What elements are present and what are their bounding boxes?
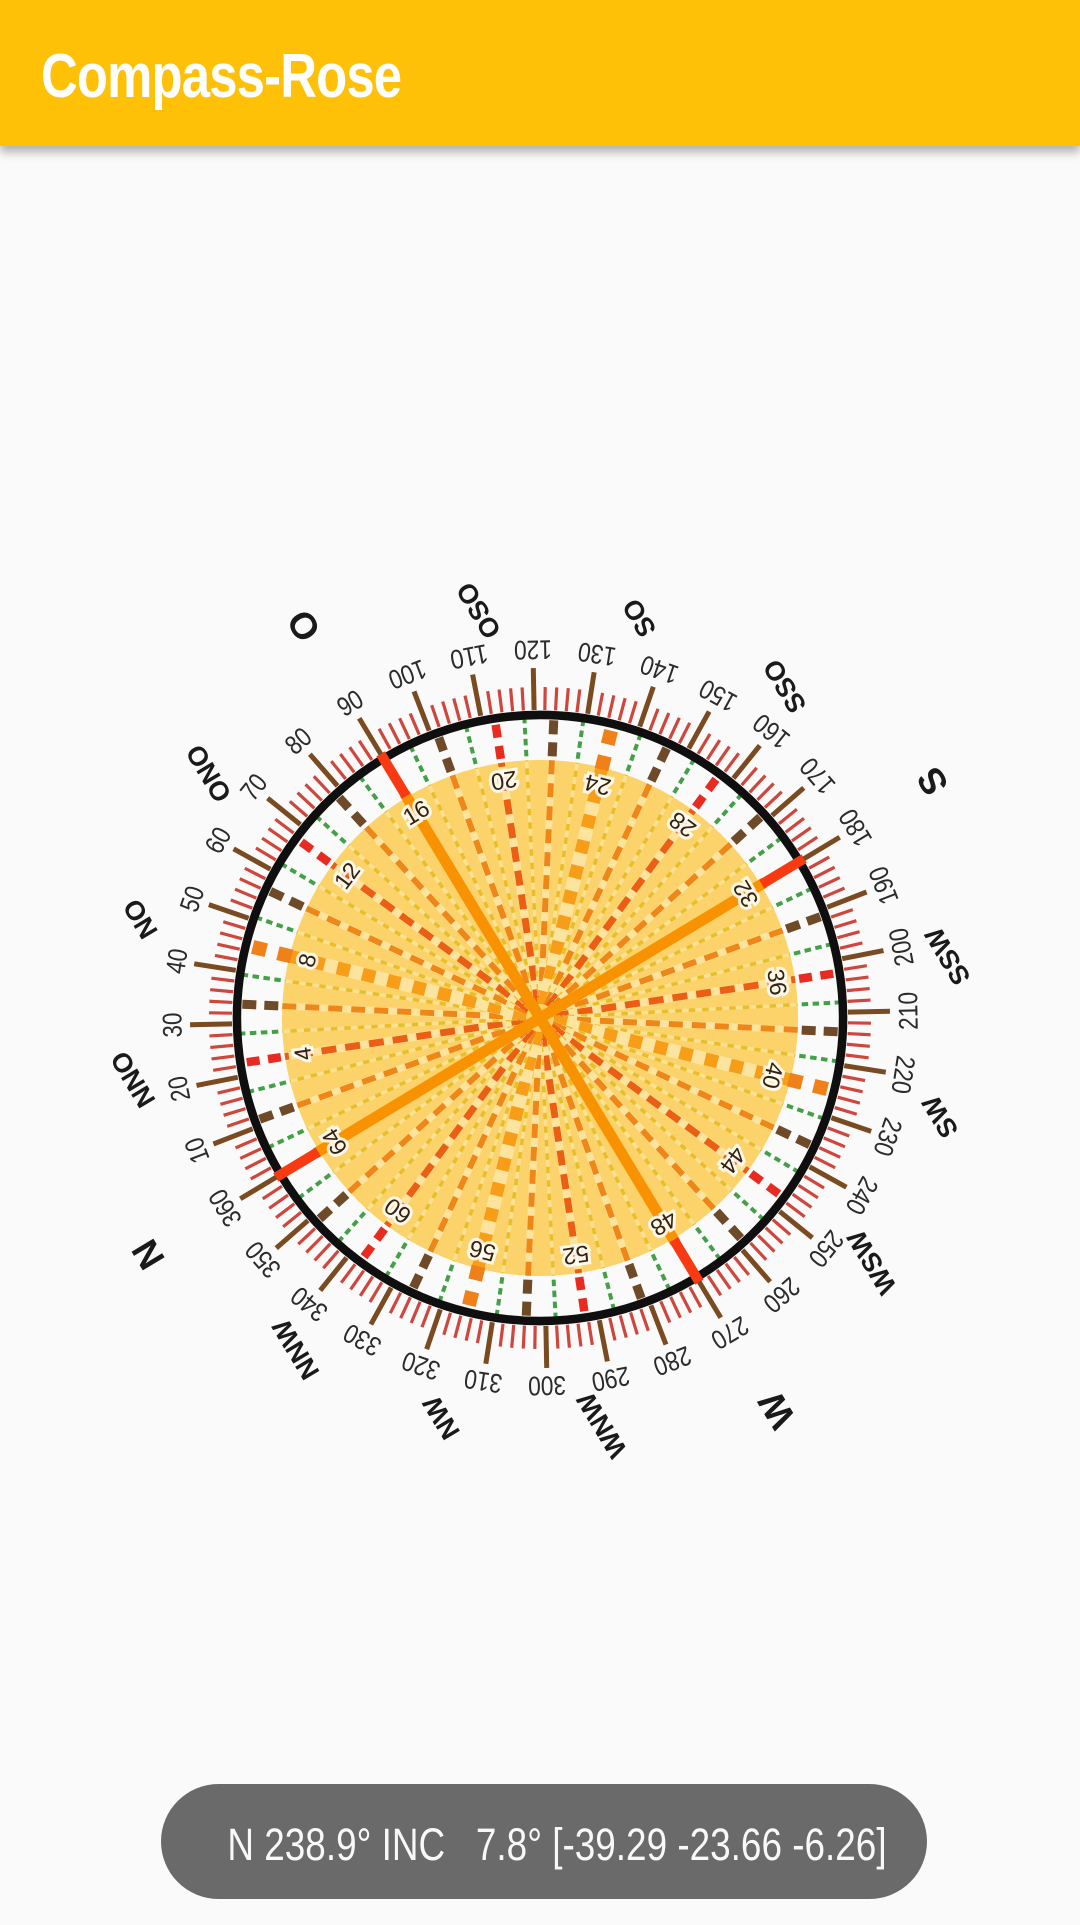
svg-text:310: 310 <box>462 1363 504 1399</box>
svg-text:20: 20 <box>489 766 519 796</box>
svg-text:SO: SO <box>616 593 662 642</box>
svg-text:280: 280 <box>649 1340 695 1382</box>
svg-text:320: 320 <box>398 1345 444 1386</box>
svg-text:190: 190 <box>863 862 905 908</box>
svg-text:360: 360 <box>203 1184 248 1232</box>
svg-text:O: O <box>279 603 329 649</box>
svg-text:240: 240 <box>839 1172 884 1220</box>
svg-text:SW: SW <box>916 1090 964 1143</box>
svg-text:OSO: OSO <box>450 577 507 644</box>
svg-text:N: N <box>124 1232 173 1276</box>
svg-text:40: 40 <box>160 947 194 976</box>
svg-text:210: 210 <box>893 992 924 1031</box>
svg-text:W: W <box>750 1384 803 1435</box>
svg-text:300: 300 <box>528 1370 567 1401</box>
svg-text:10: 10 <box>179 1133 216 1167</box>
svg-text:36: 36 <box>762 967 792 997</box>
svg-text:270: 270 <box>706 1310 754 1355</box>
svg-text:230: 230 <box>867 1114 908 1160</box>
svg-text:NW: NW <box>417 1390 466 1444</box>
svg-text:130: 130 <box>576 636 618 672</box>
svg-text:30: 30 <box>157 1012 187 1038</box>
svg-text:NO: NO <box>117 894 164 944</box>
svg-text:WSW: WSW <box>841 1224 903 1299</box>
svg-text:290: 290 <box>589 1360 632 1397</box>
svg-text:100: 100 <box>384 653 430 695</box>
svg-text:NNO: NNO <box>105 1046 162 1113</box>
svg-text:WNW: WNW <box>571 1387 633 1463</box>
svg-text:330: 330 <box>338 1317 386 1362</box>
svg-text:200: 200 <box>883 926 920 969</box>
svg-text:50: 50 <box>174 882 210 915</box>
svg-text:180: 180 <box>833 804 878 852</box>
svg-text:SSW: SSW <box>919 922 977 991</box>
svg-text:ONO: ONO <box>180 739 237 807</box>
svg-text:20: 20 <box>162 1074 196 1104</box>
svg-text:110: 110 <box>448 638 491 675</box>
svg-text:90: 90 <box>332 684 369 723</box>
svg-text:60: 60 <box>199 822 237 858</box>
svg-text:250: 250 <box>802 1225 849 1273</box>
svg-text:220: 220 <box>885 1054 921 1096</box>
svg-text:120: 120 <box>514 634 553 665</box>
svg-text:52: 52 <box>561 1240 591 1270</box>
svg-text:140: 140 <box>637 649 683 690</box>
svg-text:S: S <box>909 760 957 802</box>
svg-text:150: 150 <box>694 673 742 718</box>
